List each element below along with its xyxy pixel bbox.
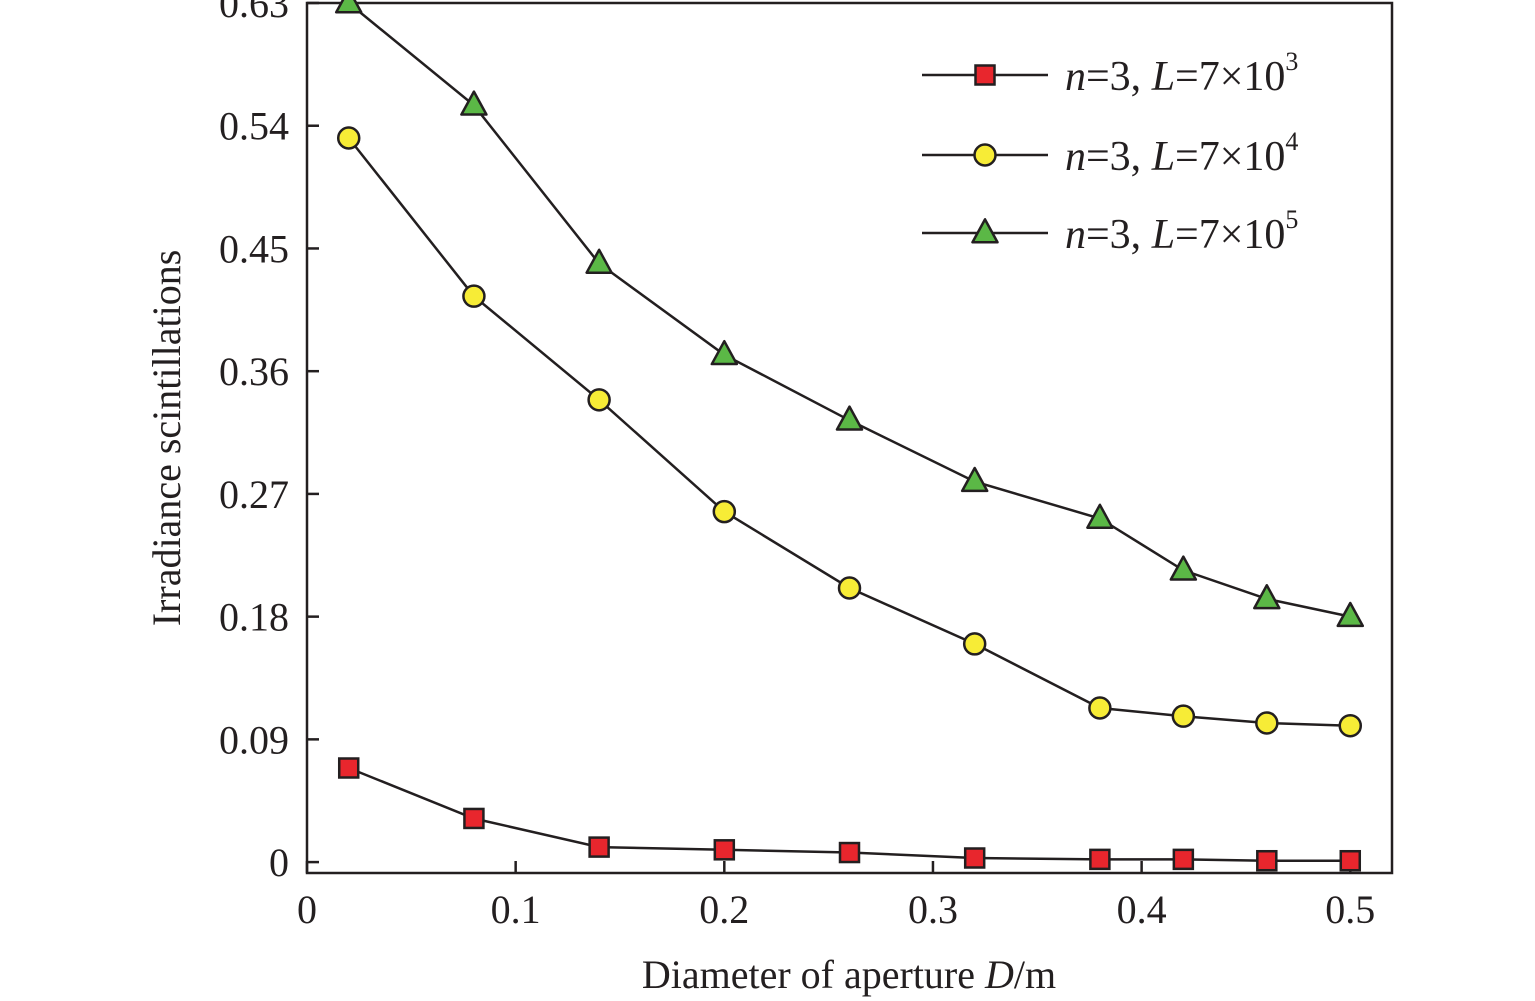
triangle-marker: [585, 248, 613, 274]
y-tick-label: 0.18: [219, 595, 289, 640]
x-axis-title: Diameter of aperture D/m: [642, 952, 1056, 997]
y-tick-label: 0.36: [219, 349, 289, 394]
series-3: [334, 0, 1365, 628]
circle-marker: [712, 499, 737, 524]
y-tick-label: 0.45: [219, 226, 289, 271]
circle-marker: [1255, 711, 1279, 735]
square-marker: [713, 839, 736, 861]
triangle-marker: [1336, 601, 1365, 628]
circle-marker: [587, 388, 611, 412]
triangle-marker: [460, 90, 488, 116]
triangle-marker: [1086, 503, 1114, 529]
square-marker: [974, 64, 996, 86]
series-2: [336, 126, 1363, 738]
square-marker: [1089, 848, 1111, 871]
circle-marker: [973, 143, 997, 167]
legend: n=3, L=7×103 n=3, L=7×104 n=3, L=7×105: [922, 47, 1298, 258]
x-tick-label: 0: [297, 887, 317, 932]
triangle-marker: [1169, 555, 1198, 581]
plot-frame: [305, 1, 1394, 875]
legend-label: n=3, L=7×104: [1065, 127, 1298, 180]
series-line: [347, 137, 1351, 727]
circle-marker: [1171, 704, 1196, 728]
square-marker: [1172, 848, 1195, 871]
legend-label: n=3, L=7×105: [1065, 205, 1298, 258]
legend-item-2: n=3, L=7×104: [922, 127, 1298, 180]
circle-marker: [962, 632, 987, 656]
circle-marker: [336, 126, 361, 150]
x-tick-label: 0.5: [1325, 887, 1375, 932]
square-marker: [838, 841, 861, 864]
triangle-marker: [971, 218, 999, 244]
triangle-marker: [960, 466, 989, 493]
series-1: [337, 757, 1362, 872]
circle-marker: [1338, 713, 1363, 738]
square-marker: [337, 757, 360, 779]
y-axis-ticks: 0 0.09 0.18 0.27 0.36 0.45 0.54 0.63: [219, 0, 319, 885]
square-marker: [588, 836, 610, 858]
y-axis-title: Irradiance scintillations: [144, 250, 189, 627]
circle-marker: [837, 576, 862, 600]
y-tick-label: 0.54: [219, 104, 289, 149]
legend-label: n=3, L=7×103: [1065, 47, 1298, 100]
legend-item-1: n=3, L=7×103: [922, 47, 1298, 100]
y-tick-label: 0: [269, 840, 289, 885]
series-layer: [334, 0, 1365, 872]
legend-item-3: n=3, L=7×105: [922, 205, 1298, 258]
triangle-marker: [334, 0, 363, 14]
triangle-marker: [710, 339, 739, 366]
series-line: [347, 2, 1351, 618]
square-marker: [1256, 849, 1278, 872]
y-tick-label: 0.27: [219, 472, 289, 517]
triangle-marker: [1253, 584, 1281, 610]
y-tick-label: 0.63: [219, 0, 289, 26]
square-marker: [963, 847, 986, 869]
series-line: [348, 766, 1351, 862]
square-marker: [463, 807, 485, 830]
x-tick-label: 0.3: [908, 887, 958, 932]
x-tick-label: 0.1: [491, 887, 541, 932]
y-tick-label: 0.09: [219, 717, 289, 762]
x-tick-label: 0.4: [1117, 887, 1167, 932]
circle-marker: [462, 284, 486, 308]
square-marker: [1339, 849, 1362, 872]
x-tick-label: 0.2: [699, 887, 749, 932]
circle-marker: [1088, 696, 1112, 720]
x-axis-ticks: 0 0.1 0.2 0.3 0.4 0.5: [297, 861, 1375, 932]
triangle-marker: [835, 405, 864, 431]
